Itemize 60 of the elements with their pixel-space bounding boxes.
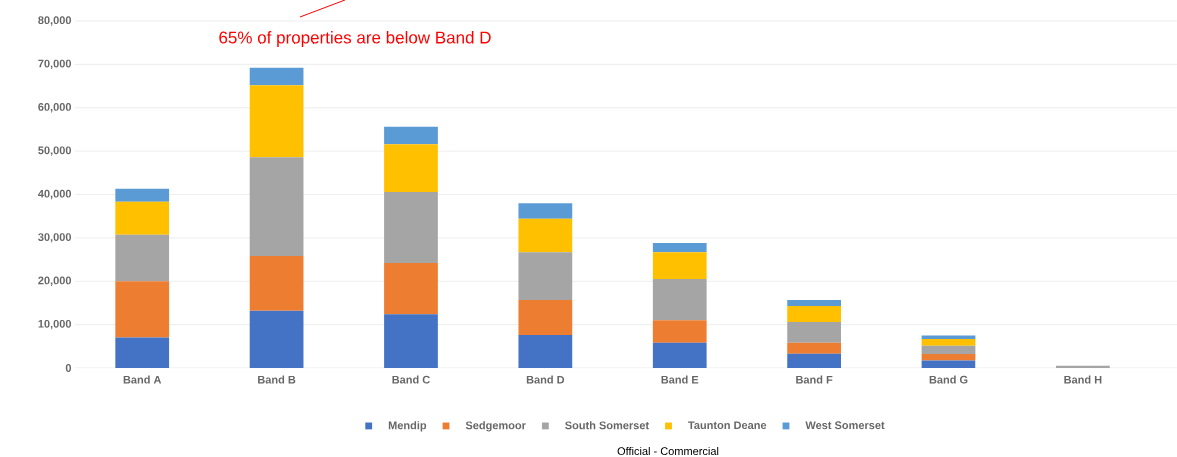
- bar: [921, 338, 976, 346]
- bar: [249, 85, 304, 158]
- x-tick-label: Band D: [526, 375, 565, 384]
- bar: [249, 310, 304, 368]
- bar: [115, 188, 170, 202]
- y-tick-label: 20,000: [38, 276, 72, 286]
- bar: [652, 252, 707, 280]
- bar: [384, 126, 438, 145]
- bar: [787, 353, 841, 368]
- legend-label: West Somerset: [805, 421, 885, 430]
- bar: [1056, 365, 1110, 368]
- annotation: 65% of properties are below Band D: [219, 31, 491, 47]
- bar: [787, 342, 841, 354]
- x-tick-label: Band F: [796, 375, 833, 384]
- y-tick-label: 70,000: [38, 59, 72, 70]
- bar: [115, 234, 170, 282]
- y-tick-label: 60,000: [38, 103, 72, 113]
- bar: [115, 281, 170, 338]
- bar: [384, 144, 438, 192]
- bar: [249, 157, 304, 257]
- x-tick-label: Band E: [661, 375, 699, 384]
- y-tick-label: 50,000: [38, 146, 72, 156]
- bar: [921, 354, 976, 361]
- bar: [115, 337, 170, 368]
- bar: [652, 279, 707, 321]
- bar: [384, 314, 438, 368]
- x-tick-label: Band B: [258, 375, 296, 384]
- legend-label: Taunton Deane: [688, 421, 767, 430]
- bar: [921, 360, 976, 368]
- bar: [518, 203, 573, 219]
- bar: [652, 320, 707, 343]
- y-tick-label: 80,000: [38, 16, 72, 26]
- bar: [249, 67, 304, 86]
- bar: [115, 201, 170, 235]
- x-tick-label: Band C: [392, 375, 430, 384]
- bar: [787, 322, 841, 343]
- x-tick-label: Band G: [929, 375, 968, 384]
- x-tick-label: Band H: [1064, 375, 1102, 384]
- bar: [652, 243, 707, 253]
- bar: [518, 252, 573, 300]
- bar: [384, 191, 438, 264]
- y-tick-label: 0: [65, 364, 72, 372]
- bar: [787, 299, 841, 306]
- bar: [518, 218, 573, 253]
- legend-label: South Somerset: [565, 421, 649, 430]
- bar: [921, 335, 976, 339]
- y-tick-label: 30,000: [38, 233, 72, 243]
- y-tick-label: 10,000: [38, 319, 72, 330]
- bar: [384, 263, 438, 315]
- x-tick-label: Band A: [123, 375, 162, 384]
- bar: [921, 345, 976, 355]
- bar: [518, 299, 573, 336]
- legend-label: Mendip: [388, 421, 427, 432]
- bar: [787, 305, 841, 323]
- bar: [652, 342, 707, 368]
- text: Official - Commercial: [617, 446, 719, 456]
- bar: [518, 335, 573, 368]
- legend-label: Sedgemoor: [465, 421, 526, 432]
- bar: [249, 256, 304, 311]
- y-tick-label: 40,000: [38, 189, 72, 200]
